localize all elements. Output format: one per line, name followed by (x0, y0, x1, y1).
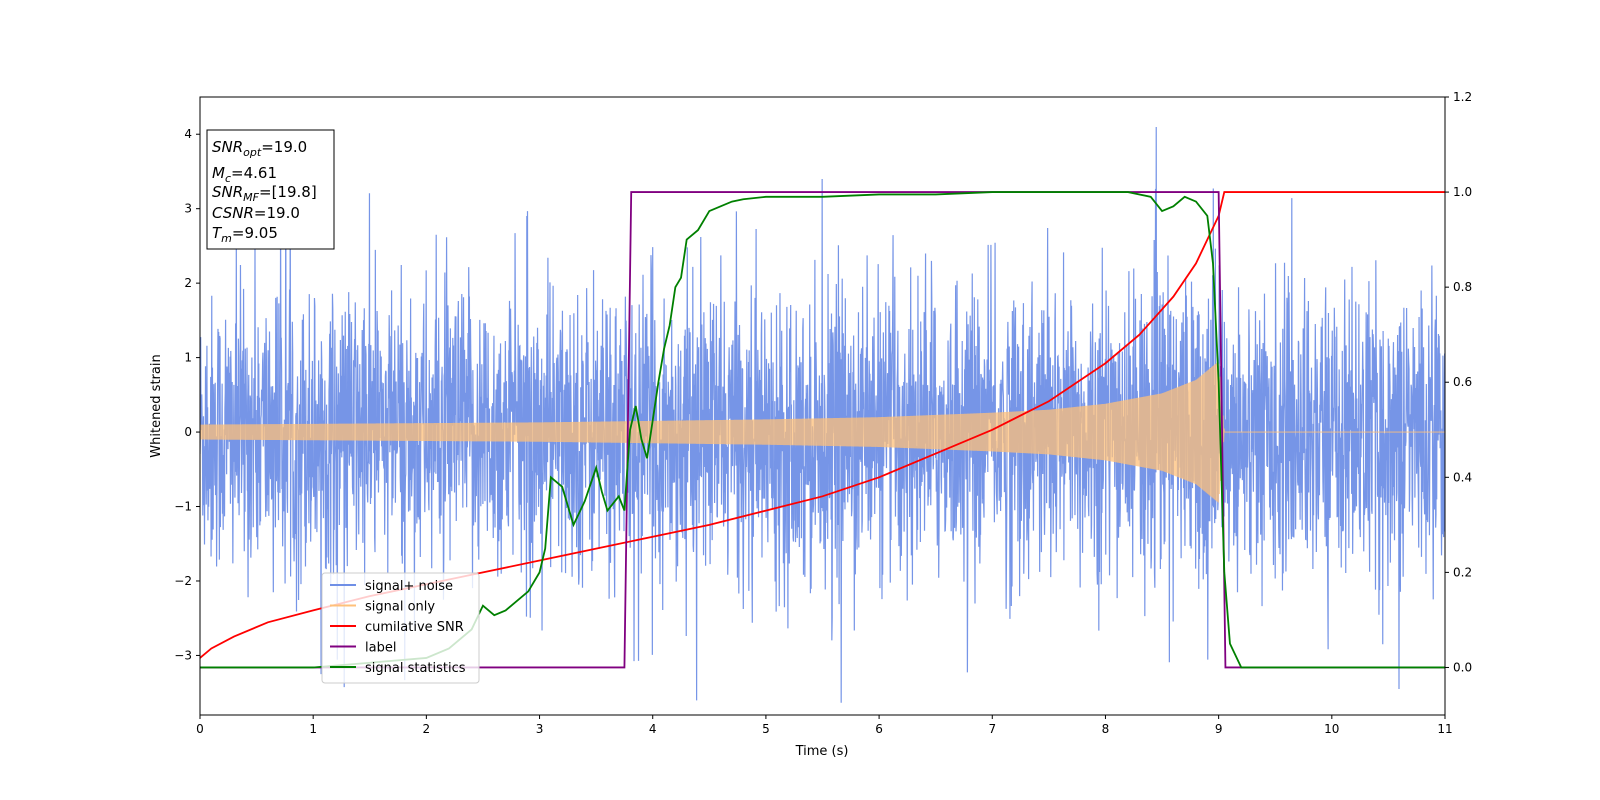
info-line: SNRMF=[19.8] (212, 183, 317, 204)
y2-tick-label: 1.0 (1453, 185, 1472, 199)
y-axis-right: 0.0 0.2 0.4 0.6 0.8 1.0 1.2 (1445, 90, 1472, 674)
info-symbol: SNR (212, 183, 243, 201)
x-tick-label: 10 (1324, 722, 1339, 736)
y-tick-label: 4 (184, 127, 192, 141)
legend-entry-signal-only: signal only (365, 600, 435, 615)
x-tick-label: 6 (875, 722, 883, 736)
info-symbol: SNR (212, 138, 243, 156)
info-subscript: MF (243, 191, 259, 204)
legend-box (321, 572, 480, 684)
info-value: =4.61 (231, 164, 277, 182)
info-subscript: opt (243, 146, 262, 159)
legend-entry-label: label (365, 641, 396, 656)
series-signal-statistics (200, 191, 1445, 669)
info-subscript: m (221, 232, 232, 245)
info-annotation-box: SNRopt=19.0Mc=4.61SNRMF=[19.8]CSNR=19.0T… (206, 129, 335, 250)
axes-frame (199, 96, 1446, 716)
info-line: CSNR=19.0 (212, 204, 300, 222)
legend-entry-signal-noise: signal+ noise (365, 579, 453, 594)
info-symbol: CSNR (212, 204, 254, 222)
info-subscript: c (225, 172, 231, 185)
legend-entry-cumilative-snr: cumilative SNR (365, 620, 464, 635)
legend: signal+ noise signal only cumilative SNR la… (321, 572, 480, 684)
y-axis-left: −3 −2 −1 0 1 2 3 4 (174, 127, 200, 662)
y-tick-label: −2 (174, 574, 192, 588)
y2-tick-label: 1.2 (1453, 90, 1472, 104)
y-tick-label: 1 (184, 351, 192, 365)
y2-tick-label: 0.4 (1453, 470, 1472, 484)
y2-tick-label: 0.6 (1453, 375, 1472, 389)
info-symbol: T (212, 224, 223, 242)
x-axis-label: Time (s) (795, 744, 849, 759)
x-tick-label: 4 (649, 722, 657, 736)
x-axis: 0 1 2 3 4 5 6 7 8 9 10 11 (196, 715, 1453, 736)
x-tick-label: 0 (196, 722, 204, 736)
x-tick-label: 1 (309, 722, 317, 736)
series-signal-only (200, 362, 1445, 503)
info-box-frame (206, 129, 335, 250)
x-tick-label: 9 (1215, 722, 1223, 736)
info-value: =[19.8] (259, 183, 317, 201)
info-value: =9.05 (232, 224, 278, 242)
x-tick-label: 7 (988, 722, 996, 736)
y-tick-label: 2 (184, 276, 192, 290)
info-line: SNRopt=19.0 (212, 138, 307, 159)
info-line: Mc=4.61 (212, 164, 277, 185)
y-axis-label: Whitened strain (149, 354, 164, 457)
info-symbol: M (212, 164, 225, 182)
x-tick-label: 11 (1437, 722, 1452, 736)
y-tick-label: −3 (174, 648, 192, 662)
x-tick-label: 5 (762, 722, 770, 736)
y2-tick-label: 0.8 (1453, 280, 1472, 294)
legend-entry-signal-statistics: signal statistics (365, 661, 466, 676)
y2-tick-label: 0.0 (1453, 660, 1472, 674)
info-line: Tm=9.05 (212, 224, 278, 245)
y-tick-label: 3 (184, 202, 192, 216)
info-value: =19.0 (254, 204, 300, 222)
x-tick-label: 8 (1102, 722, 1110, 736)
y-tick-label: 0 (184, 425, 192, 439)
y-tick-label: −1 (174, 500, 192, 514)
info-value: =19.0 (261, 138, 307, 156)
x-tick-label: 2 (423, 722, 431, 736)
x-tick-label: 3 (536, 722, 544, 736)
y2-tick-label: 0.2 (1453, 565, 1472, 579)
